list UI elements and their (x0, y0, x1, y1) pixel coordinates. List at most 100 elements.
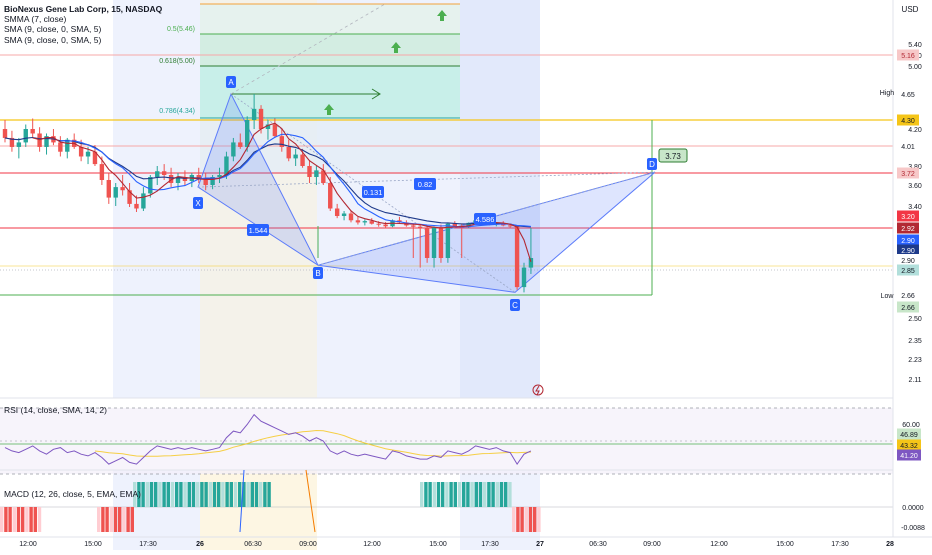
indicator-sma-1[interactable]: SMA (9, close, 0, SMA, 5) (4, 24, 102, 35)
candle-body-15 (106, 180, 111, 198)
macd-hist-pos-a-19 (212, 482, 217, 507)
candle-body-52 (362, 221, 368, 223)
macd-hist-pos-a-12 (183, 482, 187, 507)
macd-hist-pos-a-21 (221, 482, 225, 507)
pattern-ratio-ac: 0.131 (364, 188, 383, 197)
candle-body-60 (418, 226, 423, 228)
rsi-sma-line (94, 429, 531, 457)
rsi-badge-0: 46.89 (900, 432, 918, 439)
macd-hist-pos-b-8 (453, 482, 457, 507)
macd-hist-neg-b-8 (130, 507, 134, 532)
price-tick-9: 2.23 (908, 357, 922, 364)
time-tick-14: 17:30 (831, 541, 849, 548)
candle-body-74 (514, 226, 520, 288)
pattern-point-x-bg (193, 197, 203, 209)
currency-label: USD (902, 5, 919, 14)
macd-hist-pos-b-20 (504, 482, 508, 507)
time-tick-9: 27 (536, 541, 544, 548)
rsi-label[interactable]: RSI (14, close, SMA, 14, 2) (4, 405, 107, 415)
candle-body-28 (196, 175, 201, 179)
price-tick-6: 3.40 (908, 204, 922, 211)
price-badge-12-bg (897, 301, 919, 313)
candle-body-64 (445, 223, 451, 258)
candle-body-61 (424, 228, 430, 258)
candle-body-20 (141, 193, 146, 209)
candle-body-49 (341, 213, 347, 216)
macd-label[interactable]: MACD (12, 26, close, 5, EMA, EMA) (4, 489, 141, 499)
time-tick-1: 15:00 (84, 541, 102, 548)
macd-hist-pos-a-22 (225, 482, 229, 507)
pattern-ratio-xd: 0.82 (418, 180, 433, 189)
macd-hist-pos-b-5 (441, 482, 445, 507)
macd-hist-pos-a-4 (149, 482, 154, 507)
time-tick-15: 28 (886, 541, 894, 548)
candle-body-34 (238, 142, 243, 147)
candle-body-0 (2, 129, 8, 138)
macd-hist-pos-a-18 (208, 482, 212, 507)
candle-body-25 (175, 177, 181, 183)
pattern-point-a-bg (226, 76, 236, 88)
price-badge-1-bg (896, 88, 920, 100)
high-label: High (880, 90, 895, 97)
low-label: Low (881, 293, 895, 300)
pattern-ratio-xb: 1.544 (249, 226, 268, 235)
macd-hist-pos-a-31 (263, 482, 267, 507)
macd-hist-neg-a-9 (37, 507, 42, 532)
macd-hist-pos-a-26 (242, 482, 246, 507)
macd-hist-pos-a-25 (238, 482, 242, 507)
candle-body-14 (99, 164, 105, 180)
macd-hist-pos-a-5 (154, 482, 158, 507)
pattern-ratio-ac-bg (362, 186, 384, 198)
macd-hist-neg-c-5 (533, 507, 537, 532)
candle-body-11 (78, 146, 84, 157)
candle-body-21 (148, 177, 153, 194)
macd-hist-pos-b-4 (436, 482, 441, 507)
candle-body-50 (348, 213, 354, 221)
macd-hist-pos-a-29 (254, 482, 259, 507)
candle-body-44 (307, 166, 312, 177)
macd-hist-pos-a-8 (166, 482, 170, 507)
macd-hist-neg-c-2 (520, 507, 524, 532)
macd-hist-pos-a-15 (196, 482, 200, 507)
candle-body-4 (30, 129, 35, 134)
candle-body-75 (521, 267, 527, 288)
macd-hist-pos-b-18 (495, 482, 499, 507)
macd-hist-neg-a-5 (21, 507, 25, 532)
price-badge-2: 4.30 (901, 118, 915, 125)
macd-line-spike (239, 469, 245, 533)
macd-hist-pos-b-6 (445, 482, 449, 507)
pattern-point-c: C (512, 301, 518, 310)
candle-body-1 (9, 137, 15, 147)
price-badge-0: 5.16 (901, 53, 915, 60)
price-badge-10: 2.85 (901, 268, 915, 275)
macd-hist-pos-a-20 (217, 482, 221, 507)
macd-hist-pos-b-9 (457, 482, 462, 507)
rsi-line (4, 413, 532, 466)
target-label-bg (658, 148, 688, 163)
candle-body-37 (258, 108, 264, 129)
macd-hist-neg-a-6 (25, 507, 29, 532)
candle-body-38 (265, 124, 271, 129)
arrow-right-icon (371, 88, 381, 100)
macd-hist-neg-c-0 (512, 507, 516, 532)
time-tick-2: 17:30 (139, 541, 157, 548)
macd-hist-neg-b-7 (126, 507, 130, 532)
candle-body-33 (231, 142, 236, 157)
rsi-badge-0-bg (897, 428, 921, 440)
macd-hist-pos-b-1 (424, 482, 428, 507)
price-badge-4: 3.72 (901, 171, 915, 178)
symbol-title[interactable]: BioNexus Gene Lab Corp, 15, NASDAQ (4, 4, 163, 14)
macd-hist-neg-b-6 (122, 507, 126, 532)
candle-body-47 (328, 183, 333, 209)
macd-hist-neg-a-0 (0, 507, 4, 532)
macd-hist-pos-a-1 (137, 482, 141, 507)
indicator-smma[interactable]: SMMA (7, close) (4, 14, 67, 25)
target-label: 3.73 (665, 152, 681, 161)
candle-body-29 (203, 179, 208, 185)
indicator-sma-2[interactable]: SMA (9, close, 0, SMA, 5) (4, 34, 102, 45)
candle-body-53 (369, 221, 374, 224)
candle-body-54 (376, 223, 381, 225)
pattern-point-b-bg (313, 267, 323, 279)
fib-label-0786: 0.786(4.34) (159, 108, 195, 115)
